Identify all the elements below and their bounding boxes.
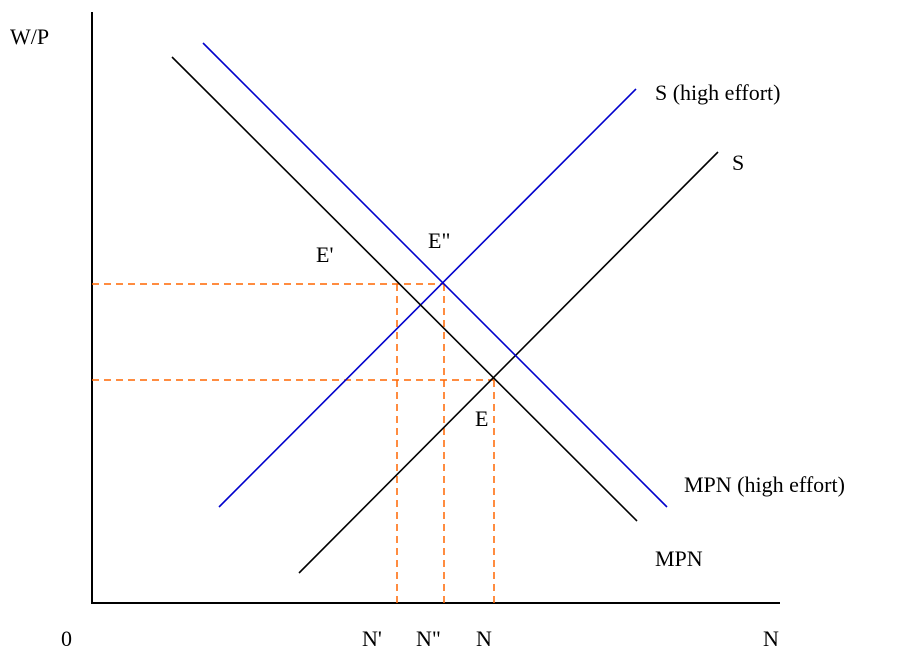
tick-n-prime-label: N': [362, 626, 382, 651]
equilibrium-e-label: E: [475, 406, 488, 431]
equilibrium-e-double-prime-label: E": [428, 228, 450, 253]
mpn-label: MPN: [655, 546, 703, 571]
tick-n-double-prime-label: N": [416, 626, 441, 651]
supply-curve: [298, 151, 719, 574]
mpn-high-effort-label: MPN (high effort): [684, 472, 845, 497]
tick-n-label: N: [476, 626, 492, 651]
mpn-curve: [171, 56, 638, 522]
origin-label: 0: [61, 626, 72, 651]
equilibrium-e-prime-label: E': [316, 242, 333, 267]
guide-lines: [92, 283, 495, 603]
mpn-high-effort-curve: [202, 42, 668, 508]
supply-high-effort-curve: [218, 88, 637, 508]
y-axis-label: W/P: [10, 24, 49, 49]
x-axis-label: N: [763, 626, 779, 651]
supply-label: S: [732, 150, 744, 175]
supply-high-effort-label: S (high effort): [655, 80, 780, 105]
